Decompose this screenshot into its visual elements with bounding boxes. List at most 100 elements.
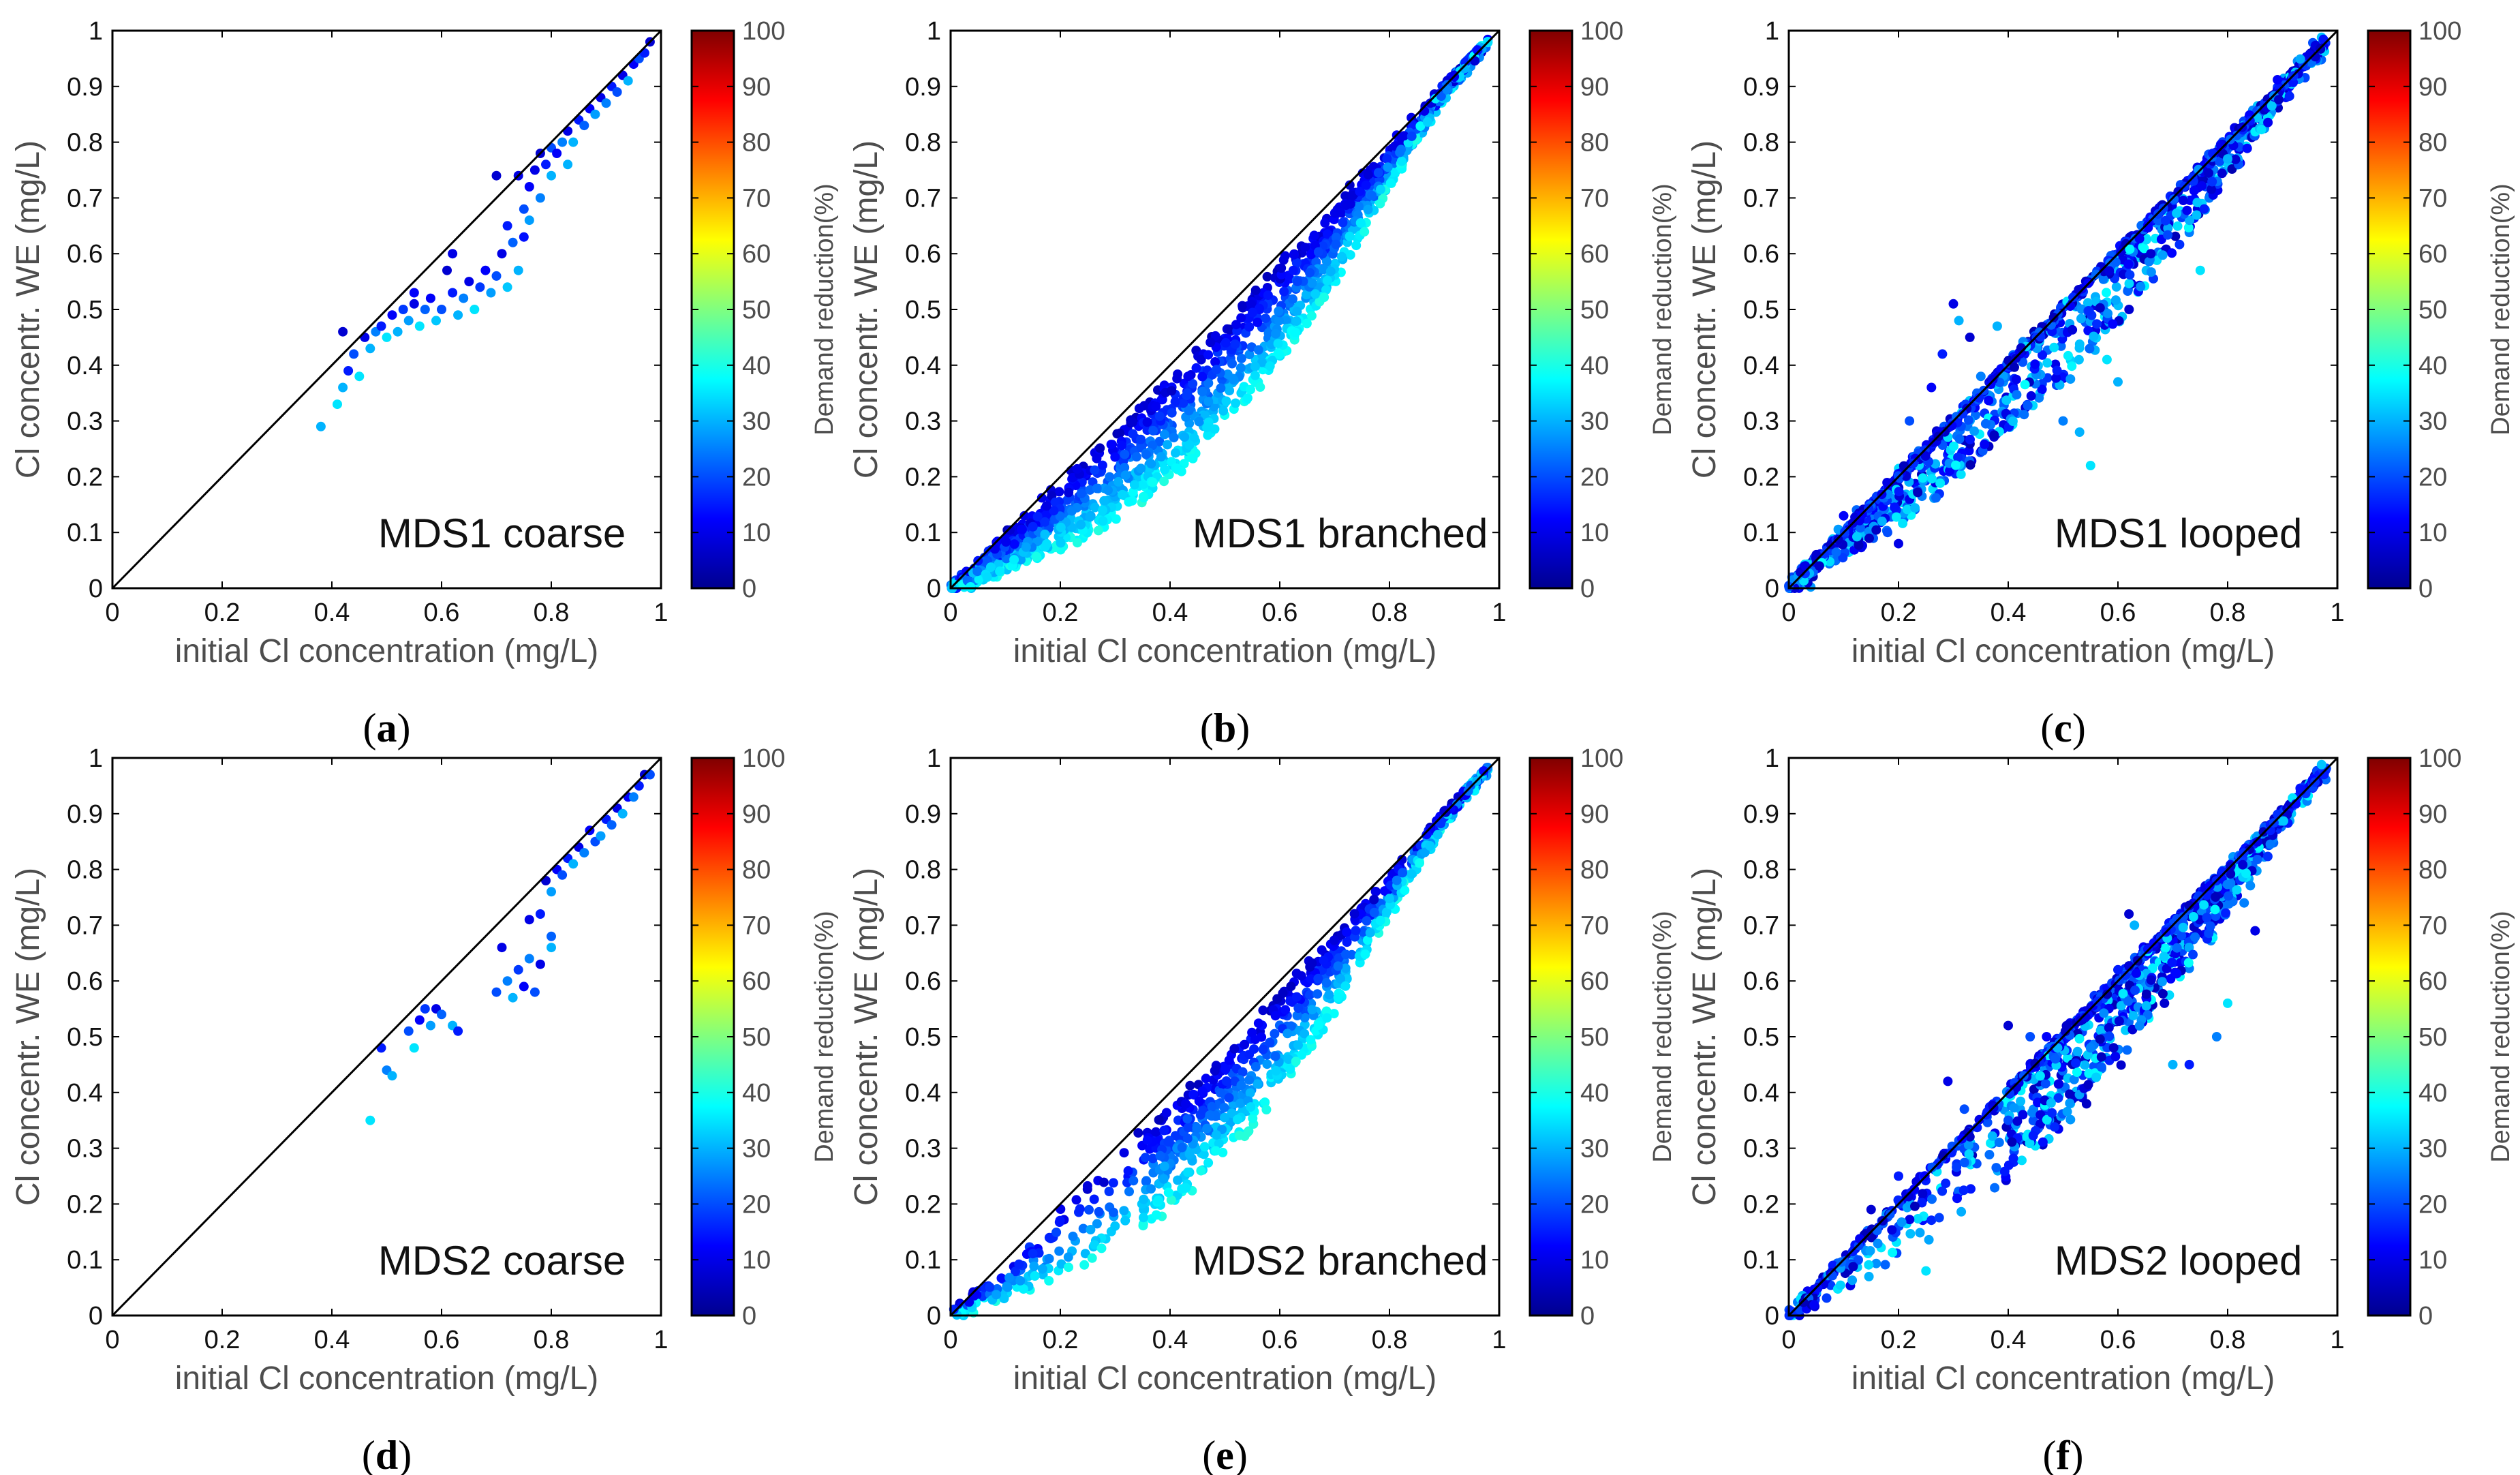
data-point [524,915,534,925]
data-point [1090,465,1100,475]
x-tick-label: 1 [654,1326,668,1354]
data-point [1253,318,1263,327]
data-point [1280,251,1290,261]
y-tick-label: 0.5 [67,1023,103,1052]
data-point [414,1015,425,1025]
data-point [985,1282,995,1292]
data-point [1336,252,1347,262]
data-point [365,344,375,354]
data-point [1180,432,1190,442]
data-point [1160,465,1170,475]
data-point [1216,383,1226,393]
data-point [1075,1204,1085,1214]
data-point [2136,282,2146,292]
data-point [1230,339,1240,349]
y-tick-label: 1 [89,744,103,773]
y-tick-label: 0 [927,1302,941,1330]
data-point [1104,1187,1114,1196]
data-point [1265,361,1275,371]
data-point [1363,204,1373,215]
data-point [1184,440,1195,450]
data-point [1056,538,1066,548]
data-point [1833,534,1843,545]
colorbar-tick-label: 10 [1580,519,1609,547]
data-point [1099,496,1109,506]
colorbar-tick-label: 40 [742,352,771,380]
data-point [2215,156,2225,166]
y-axis-label: Cl concentr. WE (mg/L) [848,140,885,478]
data-point [2192,198,2202,208]
y-tick-label: 0.3 [905,408,941,436]
x-tick-label: 0.8 [2210,598,2246,627]
data-point [1336,207,1346,217]
data-point [354,371,365,382]
data-point [972,566,983,577]
data-point [1246,384,1255,395]
x-tick-label: 0 [1781,598,1796,627]
data-point [1291,327,1300,337]
data-point [2195,265,2205,275]
data-point [590,109,600,119]
data-point [1276,263,1287,273]
data-point [1205,337,1216,348]
x-tick-label: 0 [105,1326,119,1354]
data-point [1146,1184,1156,1194]
data-point [2074,339,2085,349]
data-point [2026,391,2036,401]
colorbar-tick-label: 40 [742,1079,771,1108]
data-point [1271,329,1280,339]
data-point [1181,1099,1190,1109]
data-point [1014,1259,1024,1269]
data-point [1040,517,1050,527]
data-point [1248,1113,1258,1123]
data-point [535,909,545,919]
data-point [1120,449,1130,459]
colorbar-tick-label: 0 [1580,1302,1595,1330]
data-point [1210,331,1220,341]
data-point [1306,249,1316,260]
panel-letter: (e) [1202,1433,1248,1475]
colorbar-tick-label: 20 [2418,463,2447,491]
colorbar-tick-label: 70 [2418,184,2447,213]
data-point [453,1026,463,1036]
data-point [2175,239,2185,249]
data-point [1170,397,1180,407]
data-point [1098,505,1107,515]
data-point [2217,168,2227,179]
y-tick-label: 0.9 [905,800,941,829]
data-point [1228,374,1238,384]
data-point [2157,250,2168,260]
data-point [1293,1040,1303,1050]
data-point [1203,350,1214,360]
data-point [1931,493,1941,503]
data-point [1307,1005,1317,1015]
data-point [1142,417,1152,427]
data-point [1384,894,1394,904]
data-point [1307,958,1317,968]
data-point [393,326,403,337]
data-point [1321,285,1331,295]
data-point [1219,1102,1229,1112]
data-point [1049,506,1059,516]
data-point [1323,229,1332,239]
data-point [1255,382,1265,392]
data-point [2284,91,2294,102]
x-tick-label: 0.8 [534,598,570,627]
data-point [1250,285,1261,295]
data-point [387,1071,397,1081]
colorbar-tick-label: 30 [742,1135,771,1164]
data-point [2139,243,2149,254]
data-point [442,265,452,275]
data-point [1221,396,1231,406]
data-point [1375,915,1385,926]
data-point [1460,63,1469,74]
data-point [1202,1123,1212,1134]
data-point [2089,331,2099,341]
data-point [1196,354,1206,365]
data-point [1128,1176,1139,1186]
data-point [1063,1252,1073,1262]
data-point [403,1026,414,1036]
data-point [563,159,573,170]
data-point [1351,926,1361,936]
x-tick-label: 0.6 [1262,598,1298,627]
